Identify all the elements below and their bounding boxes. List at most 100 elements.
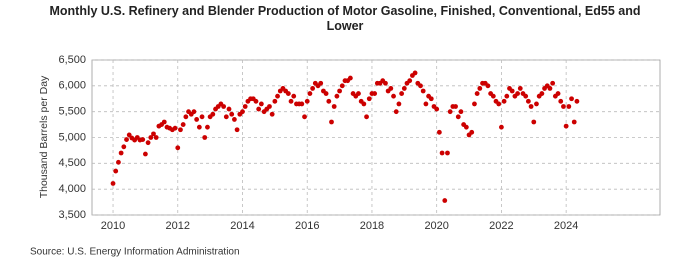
data-point	[569, 96, 574, 102]
data-point	[183, 114, 189, 120]
data-point	[517, 86, 523, 91]
data-point	[110, 181, 116, 186]
data-point	[509, 88, 515, 94]
data-point	[574, 98, 580, 104]
data-point	[458, 109, 464, 115]
data-point	[113, 168, 119, 174]
data-point	[334, 93, 340, 99]
data-point	[221, 104, 227, 109]
data-point	[501, 98, 507, 104]
data-point	[550, 80, 556, 86]
data-point	[485, 83, 491, 89]
data-point	[326, 98, 332, 104]
data-point	[364, 114, 369, 120]
data-point	[196, 124, 202, 130]
y-tick-label: 3,500	[58, 209, 86, 221]
data-point	[191, 109, 197, 115]
data-point	[566, 104, 572, 109]
data-point	[453, 104, 458, 109]
data-point	[393, 109, 399, 115]
data-point	[434, 106, 440, 112]
x-tick-label: 2010	[101, 220, 125, 232]
data-point	[401, 86, 407, 91]
data-point	[178, 127, 183, 133]
data-point	[531, 119, 537, 125]
data-point	[472, 101, 477, 107]
data-point	[561, 104, 566, 109]
data-point	[388, 86, 394, 91]
data-point	[161, 119, 167, 125]
data-point	[331, 104, 337, 109]
data-point	[418, 83, 423, 89]
y-tick-label: 4,000	[58, 183, 86, 195]
data-point	[143, 151, 148, 157]
data-point	[428, 96, 434, 102]
data-point	[558, 98, 564, 104]
data-point	[172, 125, 178, 131]
data-point	[534, 101, 539, 107]
data-point	[423, 101, 429, 107]
data-point	[329, 119, 334, 125]
data-point	[372, 91, 378, 96]
data-point	[571, 119, 577, 125]
data-point	[337, 88, 342, 94]
data-point	[205, 124, 210, 130]
data-point	[253, 98, 259, 104]
y-tick-label: 5,500	[58, 106, 86, 118]
data-point	[555, 91, 561, 96]
x-tick-label: 2022	[489, 220, 513, 232]
data-point	[242, 104, 248, 109]
x-tick-label: 2016	[295, 220, 319, 232]
y-tick-label: 5,000	[58, 131, 86, 143]
data-point	[515, 91, 520, 96]
data-point	[439, 150, 445, 156]
data-point	[563, 123, 569, 129]
data-point	[323, 91, 329, 96]
data-point	[547, 86, 553, 91]
data-point	[232, 117, 237, 122]
data-point	[118, 150, 124, 156]
source: Source: U.S. Energy Information Administ…	[30, 247, 240, 258]
data-point	[145, 140, 151, 146]
data-point	[124, 137, 129, 142]
data-point	[151, 131, 156, 137]
data-point	[269, 111, 275, 117]
data-point	[291, 93, 297, 99]
data-point	[539, 91, 545, 96]
data-point	[318, 80, 324, 86]
data-point	[469, 129, 475, 135]
data-point	[234, 127, 240, 133]
data-point	[407, 78, 413, 84]
data-point	[272, 98, 278, 104]
data-point	[285, 91, 291, 96]
y-axis-label: Thousand Barrels per Day	[38, 75, 50, 198]
data-point	[445, 150, 450, 156]
data-point	[175, 145, 181, 151]
data-point	[525, 98, 531, 104]
data-point	[223, 114, 229, 120]
x-tick-label: 2018	[360, 220, 384, 232]
y-tick-label: 4,500	[58, 157, 86, 169]
y-tick-label: 6,000	[58, 80, 86, 92]
data-point	[302, 114, 307, 120]
data-point	[307, 91, 313, 96]
data-point	[310, 86, 316, 91]
data-point	[240, 109, 245, 115]
data-point	[229, 111, 235, 117]
data-point	[210, 111, 216, 117]
x-tick-label: 2020	[424, 220, 448, 232]
data-point	[356, 91, 361, 96]
data-point	[474, 91, 480, 96]
data-point	[463, 124, 469, 130]
data-point	[202, 135, 208, 140]
data-point	[361, 101, 367, 107]
data-point	[116, 159, 121, 165]
data-point	[256, 106, 262, 112]
data-point	[412, 70, 418, 76]
data-point	[499, 124, 504, 130]
data-point	[140, 137, 146, 142]
data-point	[399, 91, 405, 96]
data-point	[383, 80, 388, 86]
